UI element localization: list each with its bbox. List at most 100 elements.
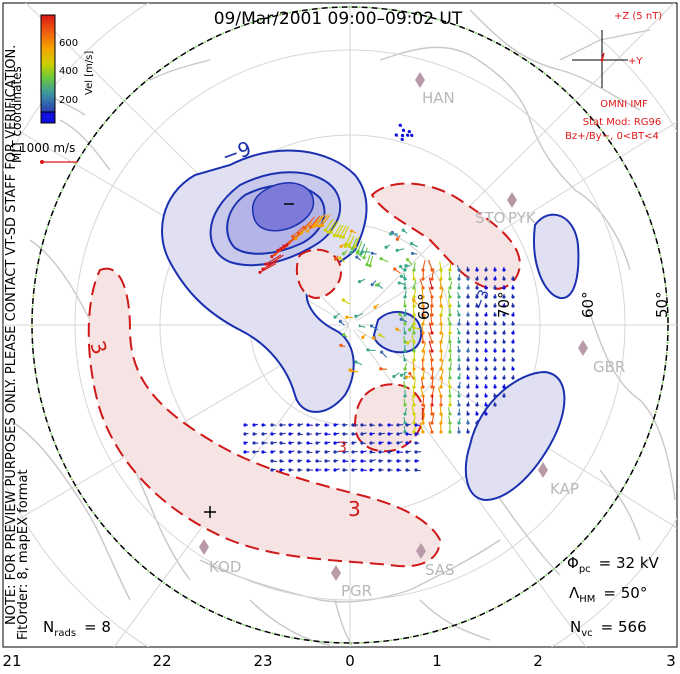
velocity-vector bbox=[485, 311, 488, 316]
velocity-vector bbox=[447, 317, 451, 325]
velocity-vector bbox=[399, 282, 407, 286]
velocity-vector bbox=[304, 216, 316, 229]
velocity-vector bbox=[419, 422, 424, 433]
velocity-vector bbox=[447, 380, 451, 388]
velocity-vector bbox=[262, 451, 267, 454]
velocity-vector bbox=[380, 368, 388, 370]
velocity-vector bbox=[494, 338, 497, 343]
velocity-vector bbox=[413, 299, 418, 305]
velocity-vector bbox=[430, 403, 433, 415]
velocity-vector bbox=[412, 271, 415, 280]
velocity-vector bbox=[458, 408, 461, 415]
station-markers bbox=[199, 72, 588, 581]
velocity-vector bbox=[412, 307, 415, 316]
velocity-vector bbox=[407, 259, 413, 266]
velocity-vector bbox=[457, 291, 460, 298]
velocity-vector bbox=[244, 441, 249, 444]
velocity-vector bbox=[370, 468, 375, 471]
velocity-vector bbox=[484, 338, 487, 343]
colorbar-tick-200: 200 bbox=[59, 95, 78, 106]
velocity-vector bbox=[362, 333, 367, 338]
velocity-vector bbox=[404, 408, 408, 415]
velocity-vector bbox=[458, 417, 461, 424]
velocity-vector bbox=[361, 450, 367, 453]
velocity-vector bbox=[265, 254, 282, 265]
velocity-vector bbox=[456, 309, 460, 316]
velocity-vector bbox=[448, 370, 451, 379]
stat-n-vc: Nvc = 566 bbox=[570, 618, 647, 639]
velocity-vector bbox=[448, 334, 451, 343]
velocity-vector bbox=[271, 468, 276, 471]
velocity-vector bbox=[485, 275, 488, 280]
velocity-vector bbox=[431, 412, 435, 424]
velocity-vector bbox=[422, 413, 426, 424]
velocity-vector bbox=[397, 248, 405, 251]
velocity-vector bbox=[413, 379, 416, 388]
velocity-vector bbox=[458, 318, 461, 325]
velocity-vector bbox=[313, 215, 323, 228]
coordinate-system-label: MLT coordinates bbox=[10, 66, 24, 163]
velocity-vector bbox=[357, 240, 363, 252]
magnetic-pole bbox=[349, 320, 359, 330]
velocity-vector bbox=[342, 226, 350, 238]
velocity-vector bbox=[406, 469, 411, 472]
station-label-pgr: PGR bbox=[341, 582, 372, 600]
velocity-vector bbox=[335, 255, 339, 260]
velocity-vector bbox=[428, 331, 433, 343]
velocity-vector bbox=[400, 266, 404, 271]
velocity-vector bbox=[316, 423, 321, 426]
velocity-vector bbox=[407, 339, 412, 344]
velocity-vector bbox=[334, 312, 340, 318]
velocity-vector bbox=[476, 275, 479, 280]
velocity-vectors bbox=[243, 123, 515, 472]
velocity-vector bbox=[447, 299, 451, 307]
velocity-vector bbox=[363, 247, 368, 258]
velocity-vector bbox=[493, 311, 496, 316]
velocity-vector bbox=[379, 334, 386, 339]
velocity-vector bbox=[340, 344, 346, 348]
velocity-vector bbox=[339, 321, 345, 326]
velocity-vector bbox=[429, 313, 433, 325]
velocity-vector bbox=[415, 469, 421, 472]
velocity-vector bbox=[439, 423, 442, 433]
velocity-vector bbox=[512, 374, 515, 379]
velocity-vector bbox=[333, 224, 342, 236]
velocity-vector bbox=[355, 361, 363, 366]
station-label-kod: KOD bbox=[209, 558, 241, 576]
contour-label-3-center: 3 bbox=[338, 440, 347, 456]
velocity-vector bbox=[394, 268, 401, 274]
velocity-vector bbox=[371, 280, 377, 286]
velocity-vector bbox=[403, 327, 406, 334]
velocity-vector bbox=[370, 451, 376, 454]
stat-n-rads: Nrads = 8 bbox=[43, 618, 111, 639]
velocity-vector bbox=[448, 388, 451, 397]
velocity-vector bbox=[321, 214, 331, 226]
velocity-vector bbox=[307, 442, 313, 445]
velocity-vector bbox=[457, 336, 460, 343]
velocity-vector bbox=[289, 450, 295, 453]
velocity-vector bbox=[334, 423, 339, 426]
preview-disclaimer: NOTE: FOR PREVIEW PURPOSES ONLY. PLEASE … bbox=[4, 45, 19, 625]
velocity-vector bbox=[447, 407, 451, 415]
velocity-vector bbox=[512, 311, 515, 316]
velocity-vector bbox=[351, 238, 358, 249]
fit-info: FitOrder: 8, mapEX format bbox=[16, 469, 31, 640]
velocity-vector bbox=[412, 397, 415, 406]
velocity-vector bbox=[262, 259, 279, 270]
velocity-vector bbox=[366, 254, 371, 265]
velocity-vector bbox=[388, 450, 393, 453]
station-label-gbr: GBR bbox=[593, 358, 625, 376]
velocity-vector bbox=[493, 356, 496, 361]
velocity-vector bbox=[449, 281, 453, 289]
velocity-vector bbox=[440, 414, 443, 424]
velocity-vector bbox=[431, 394, 434, 406]
velocity-vector bbox=[484, 356, 487, 361]
velocity-vector bbox=[403, 417, 406, 424]
velocity-vector bbox=[401, 371, 408, 376]
velocity-vector bbox=[262, 432, 268, 435]
latitude-label-60-inner: 60° bbox=[415, 293, 433, 320]
velocity-vector bbox=[458, 381, 461, 388]
velocity-vector bbox=[475, 347, 478, 352]
velocity-vector bbox=[406, 433, 412, 436]
velocity-vector bbox=[298, 423, 304, 426]
